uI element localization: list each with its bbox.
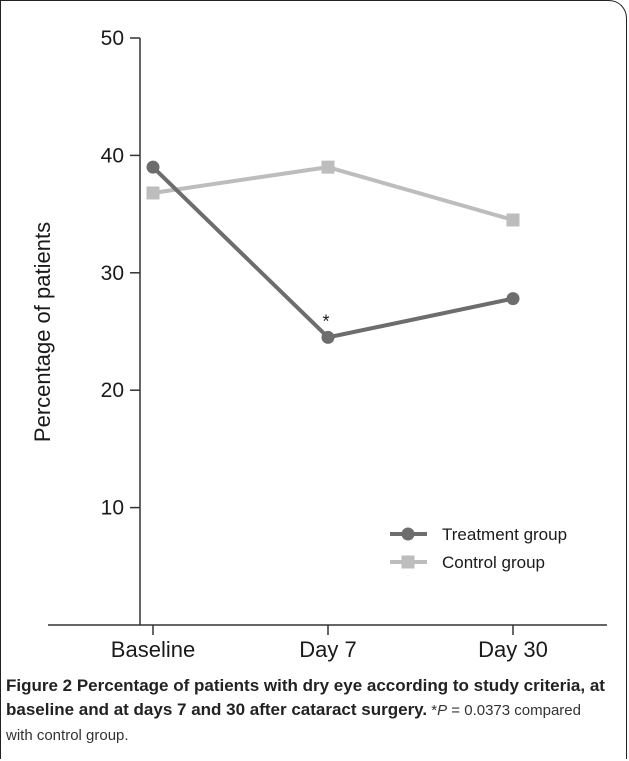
y-tick-label: 20: [101, 379, 124, 402]
y-tick-label: 30: [101, 262, 124, 285]
y-ticks: 10 20 30 40 50: [101, 27, 140, 520]
series-lines: [151, 165, 514, 340]
series-markers: [146, 160, 520, 344]
data-point-control: [321, 160, 335, 174]
y-tick-label: 50: [101, 27, 124, 50]
data-point-treatment: [506, 292, 520, 306]
caption-note-rest: = 0.0373 compared with control group.: [6, 702, 581, 744]
y-tick-label: 10: [101, 497, 124, 520]
y-tick-label: 40: [101, 144, 124, 167]
legend-label: Treatment group: [442, 525, 567, 544]
legend-marker: [401, 555, 415, 569]
x-tick-label: Baseline: [111, 637, 195, 662]
data-point-control: [146, 186, 160, 200]
annotations: *: [322, 311, 329, 331]
x-tick-label: Day 7: [299, 637, 356, 662]
significance-asterisk: *: [322, 311, 329, 331]
x-ticks: Baseline Day 7 Day 30: [111, 625, 548, 662]
caption-title: Figure 2 Percentage of patients with dry…: [6, 676, 605, 719]
legend-label: Control group: [442, 553, 545, 572]
legend: Treatment group Control group: [390, 525, 567, 572]
caption-note-prefix: *: [427, 702, 438, 719]
data-point-control: [506, 213, 520, 227]
data-point-treatment: [146, 160, 160, 174]
line-chart: 10 20 30 40 50 Baseline Day 7 Day 30 Percentag…: [30, 27, 607, 662]
y-axis-label: Percentage of patients: [30, 222, 55, 442]
figure-caption: Figure 2 Percentage of patients with dry…: [6, 674, 606, 748]
data-point-treatment: [321, 330, 335, 344]
caption-note-p: P: [437, 702, 448, 719]
x-tick-label: Day 30: [478, 637, 548, 662]
series-line-treatment: [151, 165, 514, 340]
legend-marker: [401, 527, 415, 541]
series-line-control: [152, 165, 514, 222]
